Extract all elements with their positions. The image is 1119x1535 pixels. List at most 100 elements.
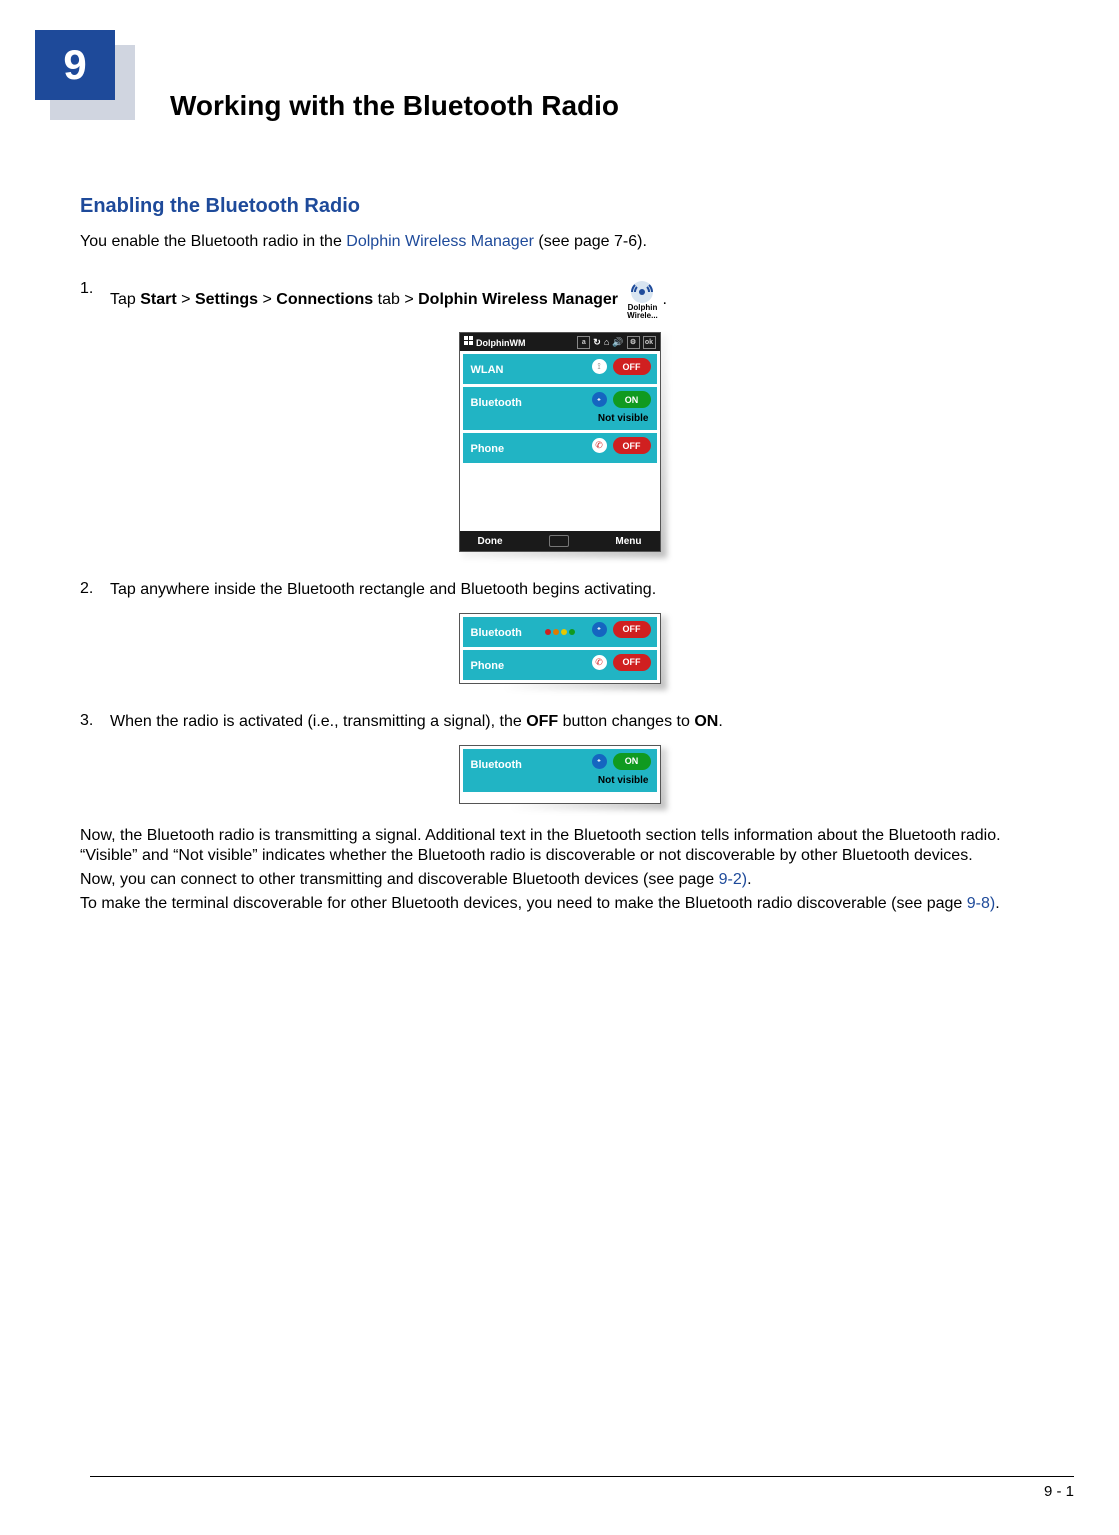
icon-label-2: Wirele... — [622, 312, 662, 320]
paragraph-1: Now, the Bluetooth radio is transmitting… — [80, 826, 1039, 866]
intro-link[interactable]: Dolphin Wireless Manager — [346, 233, 534, 250]
status-bar: DolphinWM a ↻ ⌂ 🔊 ⚙ ok — [460, 333, 660, 351]
t: ON — [694, 713, 718, 730]
phone-label: Phone — [471, 660, 505, 672]
loading-indicator-icon — [545, 629, 575, 635]
status-glyph: ok — [643, 336, 656, 349]
t: tab > — [373, 291, 418, 308]
t: Dolphin Wireless Manager — [418, 291, 618, 308]
bluetooth-label: Bluetooth — [471, 627, 522, 639]
device-partial: Bluetooth ᛭ OFF Phone ✆ OFF — [459, 613, 661, 684]
status-icons: a ↻ ⌂ 🔊 ⚙ ok — [577, 336, 655, 349]
status-glyph: 🔊 — [612, 337, 623, 348]
chapter-badge-wrapper: 9 — [35, 30, 135, 120]
p2-post: . — [747, 871, 751, 888]
p3-post: . — [995, 895, 999, 912]
t: button changes to — [558, 713, 694, 730]
wifi-icon: ⟟ — [592, 359, 607, 374]
bluetooth-visibility: Not visible — [471, 775, 649, 786]
t: When the radio is activated (i.e., trans… — [110, 713, 526, 730]
phone-label: Phone — [471, 443, 505, 455]
step-text: Tap anywhere inside the Bluetooth rectan… — [110, 580, 656, 601]
chapter-number-badge: 9 — [35, 30, 115, 100]
phone-toggle[interactable]: OFF — [613, 654, 651, 671]
p3-pre: To make the terminal discoverable for ot… — [80, 895, 967, 912]
bluetooth-toggle[interactable]: OFF — [613, 621, 651, 638]
phone-row[interactable]: Phone ✆ OFF — [463, 650, 657, 680]
bluetooth-icon: ᛭ — [592, 754, 607, 769]
status-glyph: ⚙ — [627, 336, 640, 349]
bluetooth-row[interactable]: Bluetooth ᛭ ON Not visible — [463, 387, 657, 430]
intro-text-post: (see page 7-6). — [534, 233, 647, 250]
app-title-text: DolphinWM — [476, 338, 525, 348]
device-partial: Bluetooth ᛭ ON Not visible — [459, 745, 661, 804]
t: Connections — [276, 291, 373, 308]
screenshot-1-wrapper: DolphinWM a ↻ ⌂ 🔊 ⚙ ok WLAN ⟟ — [80, 332, 1039, 552]
document-page: 9 Working with the Bluetooth Radio Enabl… — [0, 0, 1119, 1535]
bluetooth-label: Bluetooth — [471, 397, 522, 409]
status-glyph: ↻ — [593, 337, 601, 348]
t: OFF — [526, 713, 558, 730]
p3-link[interactable]: 9-8) — [967, 895, 995, 912]
step-3: 3. When the radio is activated (i.e., tr… — [80, 712, 1039, 733]
screenshot-2: Bluetooth ᛭ OFF Phone ✆ OFF — [459, 613, 661, 684]
spacer — [460, 795, 660, 803]
step-1: 1. Tap Start > Settings > Connections ta… — [80, 280, 1039, 320]
t: . — [718, 713, 722, 730]
status-glyph: a — [577, 336, 590, 349]
content-area: Enabling the Bluetooth Radio You enable … — [80, 195, 1039, 918]
intro-paragraph: You enable the Bluetooth radio in the Do… — [80, 232, 1039, 252]
spacer — [460, 466, 660, 531]
chapter-title: Working with the Bluetooth Radio — [170, 90, 619, 122]
section-heading: Enabling the Bluetooth Radio — [80, 195, 1039, 218]
device-mock: DolphinWM a ↻ ⌂ 🔊 ⚙ ok WLAN ⟟ — [459, 332, 661, 552]
screenshot-3: Bluetooth ᛭ ON Not visible — [459, 745, 661, 804]
bluetooth-row-on[interactable]: Bluetooth ᛭ ON Not visible — [463, 749, 657, 792]
page-number: 9 - 1 — [1044, 1483, 1074, 1500]
antenna-icon — [627, 280, 657, 304]
p2-link[interactable]: 9-2) — [719, 871, 747, 888]
closing-paragraphs: Now, the Bluetooth radio is transmitting… — [80, 826, 1039, 914]
bluetooth-toggle[interactable]: ON — [613, 753, 651, 770]
step-text: Tap Start > Settings > Connections tab >… — [110, 280, 667, 320]
screenshot-3-wrapper: Bluetooth ᛭ ON Not visible — [80, 745, 1039, 804]
screenshot-1: DolphinWM a ↻ ⌂ 🔊 ⚙ ok WLAN ⟟ — [459, 332, 661, 552]
bluetooth-icon: ᛭ — [592, 622, 607, 637]
keyboard-icon[interactable] — [549, 535, 569, 547]
phone-toggle[interactable]: OFF — [613, 437, 651, 454]
phone-row[interactable]: Phone ✆ OFF — [463, 433, 657, 463]
intro-text-pre: You enable the Bluetooth radio in the — [80, 233, 346, 250]
t: Settings — [195, 291, 258, 308]
windows-icon — [464, 336, 474, 346]
softkey-done[interactable]: Done — [478, 536, 503, 547]
t: > — [177, 291, 195, 308]
softkey-menu[interactable]: Menu — [615, 536, 641, 547]
bluetooth-toggle[interactable]: ON — [613, 391, 651, 408]
screenshot-2-wrapper: Bluetooth ᛭ OFF Phone ✆ OFF — [80, 613, 1039, 684]
device-footer: Done Menu — [460, 531, 660, 551]
bluetooth-label: Bluetooth — [471, 759, 522, 771]
phone-icon: ✆ — [592, 655, 607, 670]
status-glyph: ⌂ — [604, 337, 609, 347]
t: Start — [140, 291, 176, 308]
page-footer: 9 - 1 — [90, 1476, 1074, 1500]
paragraph-2: Now, you can connect to other transmitti… — [80, 870, 1039, 890]
p2-pre: Now, you can connect to other transmitti… — [80, 871, 719, 888]
wlan-label: WLAN — [471, 364, 504, 376]
phone-icon: ✆ — [592, 438, 607, 453]
bluetooth-row-activating[interactable]: Bluetooth ᛭ OFF — [463, 617, 657, 647]
bluetooth-icon: ᛭ — [592, 392, 607, 407]
paragraph-3: To make the terminal discoverable for ot… — [80, 894, 1039, 914]
app-title: DolphinWM — [464, 336, 526, 348]
step-number: 2. — [80, 580, 110, 598]
wlan-toggle[interactable]: OFF — [613, 358, 651, 375]
step-text: When the radio is activated (i.e., trans… — [110, 712, 723, 733]
t: > — [258, 291, 276, 308]
dolphin-wireless-manager-icon: Dolphin Wirele... — [622, 280, 662, 320]
bluetooth-visibility: Not visible — [471, 413, 649, 424]
step-number: 3. — [80, 712, 110, 730]
step-2: 2. Tap anywhere inside the Bluetooth rec… — [80, 580, 1039, 601]
t: Tap — [110, 291, 140, 308]
step-number: 1. — [80, 280, 110, 298]
wlan-row[interactable]: WLAN ⟟ OFF — [463, 354, 657, 384]
